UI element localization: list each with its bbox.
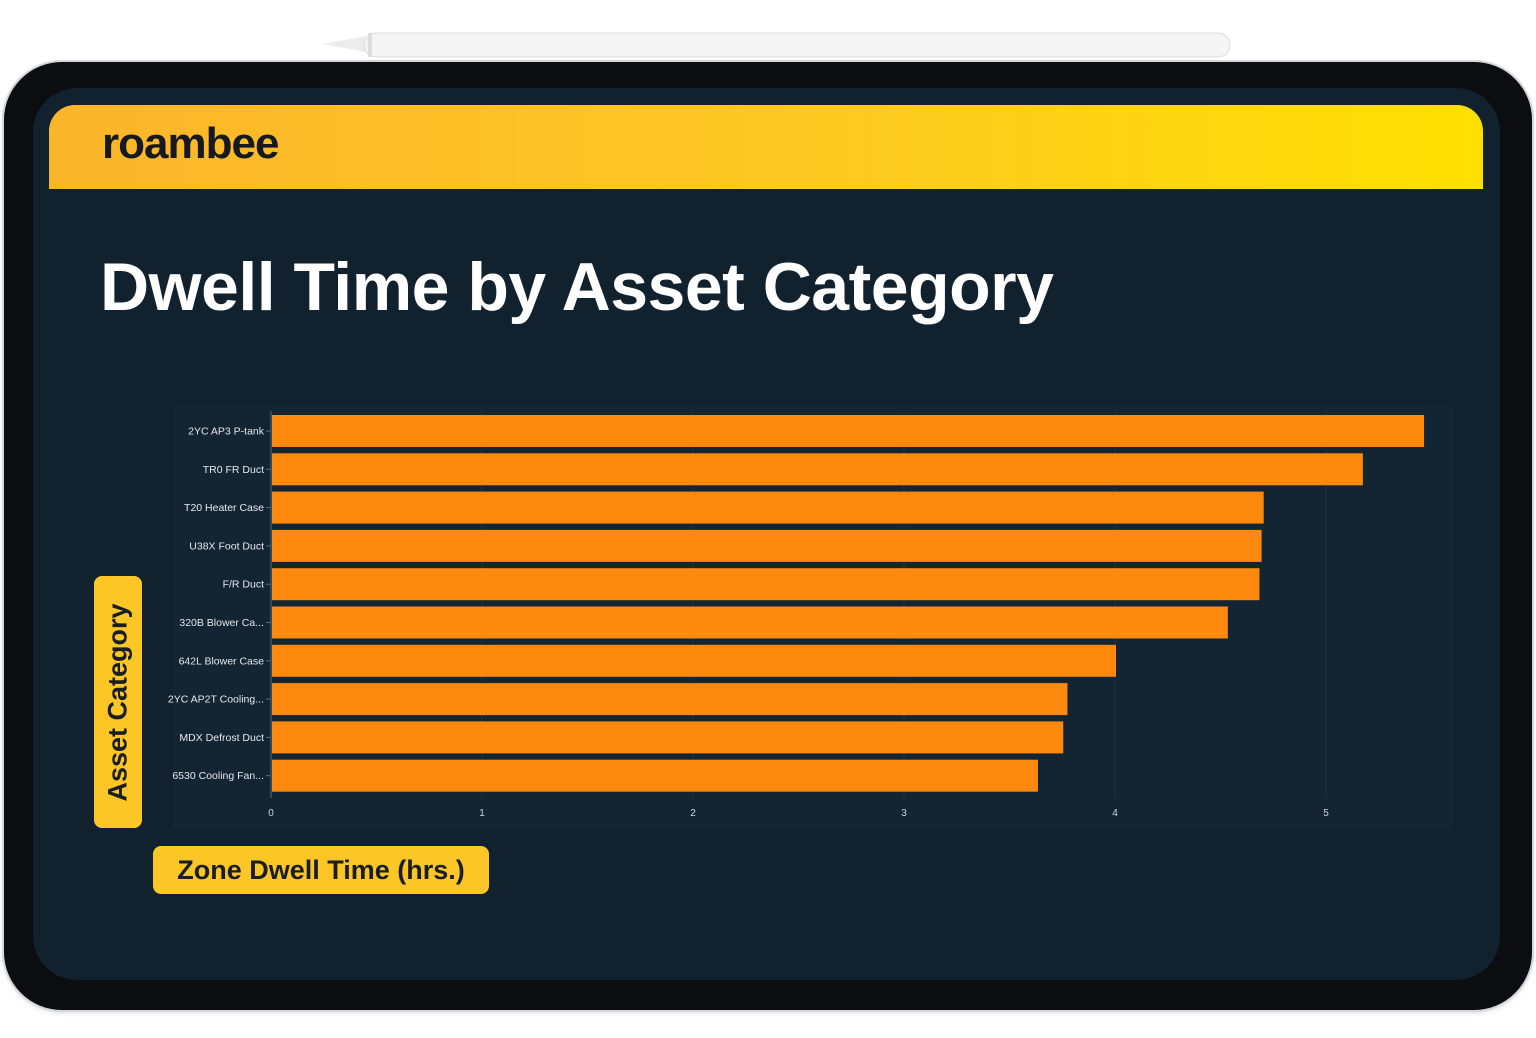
bar	[272, 606, 1228, 639]
category-label: F/R Duct	[223, 579, 265, 591]
category-label: T20 Heater Case	[184, 502, 264, 514]
roambee-logo: roambee	[102, 119, 279, 168]
bar-chart: 2YC AP3 P-tank TR0 FR Duct T20 Heater Case…	[168, 406, 1453, 830]
tablet-screen: roambee Dwell Time by Asset Category 2YC…	[33, 88, 1500, 980]
x-tick-label: 5	[1323, 808, 1329, 819]
x-tick-label: 3	[901, 808, 907, 819]
bar	[272, 644, 1116, 677]
x-tick-label: 2	[690, 808, 696, 819]
x-axis-label: Zone Dwell Time (hrs.)	[153, 846, 489, 894]
stylus-pencil	[322, 32, 1231, 58]
y-axis-label-text: Asset Category	[102, 602, 133, 802]
bar	[272, 721, 1064, 754]
category-label: TR0 FR Duct	[203, 464, 264, 476]
bar	[272, 759, 1038, 792]
y-axis-label: Asset Category	[94, 576, 142, 828]
category-label: 2YC AP3 P-tank	[188, 426, 265, 438]
category-label: 2YC AP2T Cooling...	[168, 694, 264, 706]
bar	[272, 568, 1260, 601]
category-label: MDX Defrost Duct	[179, 732, 264, 744]
x-tick-label: 0	[268, 808, 274, 819]
bar	[272, 415, 1425, 447]
x-tick-label: 4	[1112, 808, 1118, 819]
brand-header: roambee	[49, 105, 1483, 189]
bar	[272, 491, 1264, 524]
x-tick-label: 1	[479, 808, 485, 819]
category-label: 6530 Cooling Fan...	[172, 770, 264, 782]
chart-title: Dwell Time by Asset Category	[100, 249, 1054, 325]
bar	[272, 453, 1363, 486]
bar	[272, 529, 1262, 562]
category-label: 642L Blower Case	[179, 655, 265, 667]
category-label: U38X Foot Duct	[189, 540, 264, 552]
bar	[272, 683, 1068, 716]
category-label: 320B Blower Ca...	[179, 617, 264, 629]
